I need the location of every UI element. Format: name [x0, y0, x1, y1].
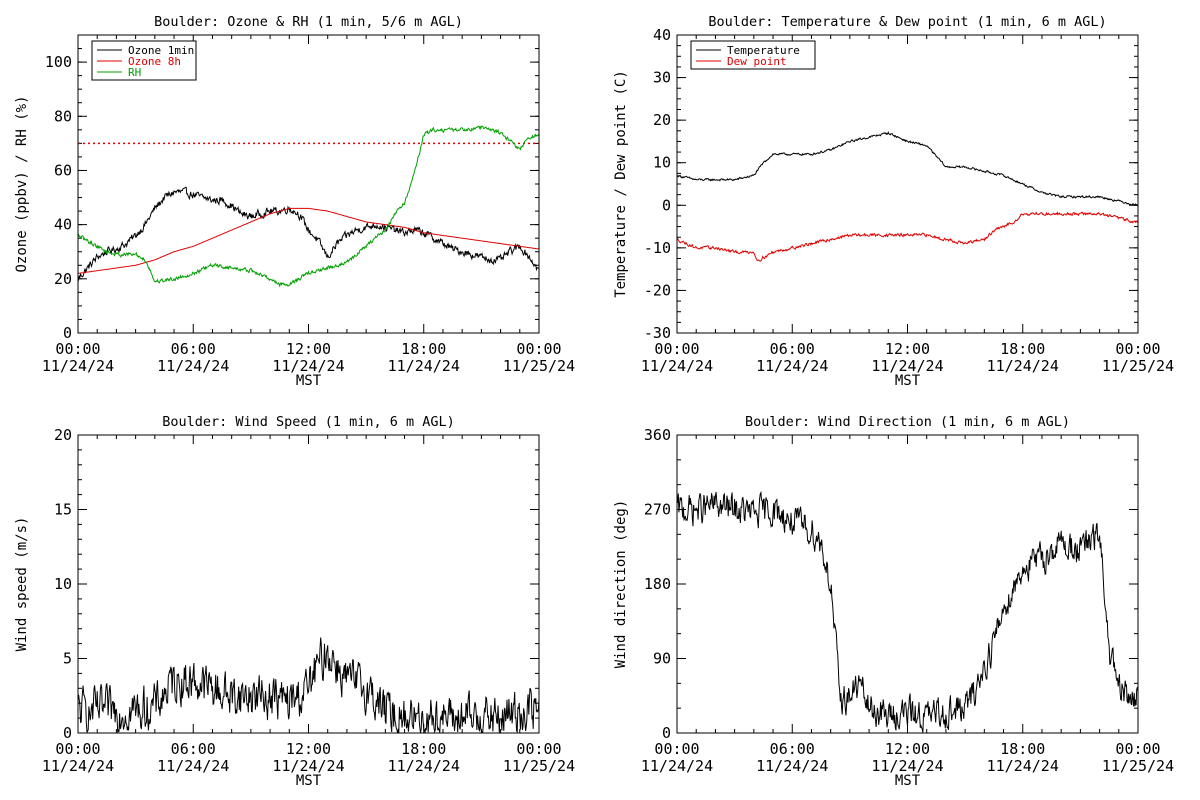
- x-tick-date-label: 11/24/24: [157, 757, 229, 775]
- x-tick-date-label: 11/24/24: [756, 357, 828, 375]
- y-tick-label: 360: [644, 426, 671, 444]
- x-tick-time-label: 06:00: [770, 340, 815, 358]
- y-tick-label: 20: [653, 111, 671, 129]
- x-tick-date-label: 11/25/24: [1102, 357, 1174, 375]
- x-tick-date-label: 11/24/24: [641, 357, 713, 375]
- x-tick-date-label: 11/24/24: [987, 757, 1059, 775]
- y-tick-label: 0: [63, 724, 72, 742]
- chart-title: Boulder: Temperature & Dew point (1 min,…: [708, 14, 1106, 30]
- legend-entry: RH: [128, 66, 141, 79]
- series-line-temperature: [677, 131, 1138, 207]
- y-axis-label: Wind speed (m/s): [14, 517, 30, 652]
- x-tick-date-label: 11/25/24: [503, 757, 575, 775]
- y-tick-label: -10: [644, 239, 671, 257]
- x-tick-date-label: 11/24/24: [42, 757, 114, 775]
- x-tick-time-label: 00:00: [1115, 740, 1160, 758]
- x-tick-time-label: 06:00: [770, 740, 815, 758]
- x-tick-time-label: 00:00: [654, 340, 699, 358]
- x-tick-date-label: 11/24/24: [42, 357, 114, 375]
- x-tick-date-label: 11/24/24: [871, 357, 943, 375]
- x-tick-time-label: 12:00: [885, 340, 930, 358]
- x-tick-date-label: 11/24/24: [871, 757, 943, 775]
- y-tick-label: 10: [54, 575, 72, 593]
- chart-title: Boulder: Ozone & RH (1 min, 5/6 m AGL): [154, 14, 463, 30]
- x-tick-time-label: 00:00: [516, 740, 561, 758]
- y-axis-label: Ozone (ppbv) / RH (%): [14, 95, 30, 272]
- x-tick-date-label: 11/24/24: [272, 757, 344, 775]
- x-tick-time-label: 12:00: [286, 340, 331, 358]
- chart-panel-2: Boulder: Temperature & Dew point (1 min,…: [613, 14, 1174, 389]
- legend-entry: Ozone 8h: [128, 55, 181, 68]
- x-tick-time-label: 00:00: [516, 340, 561, 358]
- x-axis-label: MST: [895, 773, 921, 789]
- series-line-dew-point: [677, 211, 1138, 262]
- y-tick-label: 40: [653, 26, 671, 44]
- plot-frame: [676, 434, 1139, 734]
- series-line-ozone-8h: [78, 207, 539, 274]
- y-tick-label: 0: [63, 324, 72, 342]
- y-axis-label: Temperature / Dew point (C): [613, 70, 629, 298]
- x-tick-time-label: 18:00: [401, 740, 446, 758]
- x-tick-date-label: 11/24/24: [388, 757, 460, 775]
- y-tick-label: 270: [644, 501, 671, 519]
- chart-title: Boulder: Wind Speed (1 min, 6 m AGL): [162, 414, 455, 430]
- x-axis-label: MST: [296, 373, 322, 389]
- x-tick-date-label: 11/24/24: [756, 757, 828, 775]
- x-tick-date-label: 11/24/24: [388, 357, 460, 375]
- y-tick-label: 10: [653, 154, 671, 172]
- y-tick-label: 15: [54, 501, 72, 519]
- series-line-ozone-1min: [78, 186, 539, 282]
- x-tick-time-label: 00:00: [55, 740, 100, 758]
- y-axis-label: Wind direction (deg): [613, 500, 629, 669]
- series-line-data: [677, 490, 1138, 733]
- x-tick-time-label: 00:00: [1115, 340, 1160, 358]
- x-axis-label: MST: [296, 773, 322, 789]
- x-tick-time-label: 00:00: [654, 740, 699, 758]
- plot-frame: [676, 34, 1139, 334]
- x-tick-date-label: 11/24/24: [157, 357, 229, 375]
- chart-panel-4: Boulder: Wind Direction (1 min, 6 m AGL)…: [613, 414, 1174, 789]
- x-tick-time-label: 00:00: [55, 340, 100, 358]
- legend-entry: Temperature: [727, 44, 800, 57]
- x-tick-time-label: 18:00: [1000, 740, 1045, 758]
- chart-title: Boulder: Wind Direction (1 min, 6 m AGL): [745, 414, 1070, 430]
- y-tick-label: 0: [662, 724, 671, 742]
- y-tick-label: 60: [54, 161, 72, 179]
- x-tick-time-label: 06:00: [171, 340, 216, 358]
- plot-frame: [77, 434, 540, 734]
- series-line-data: [78, 637, 539, 733]
- x-tick-time-label: 12:00: [885, 740, 930, 758]
- legend-box: [690, 40, 816, 70]
- legend-entry: Ozone 1min: [128, 44, 194, 57]
- x-tick-date-label: 11/25/24: [1102, 757, 1174, 775]
- chart-panel-3: Boulder: Wind Speed (1 min, 6 m AGL) Wind…: [14, 414, 575, 789]
- y-tick-label: 20: [54, 426, 72, 444]
- y-tick-label: 30: [653, 69, 671, 87]
- y-tick-label: -30: [644, 324, 671, 342]
- x-axis-label: MST: [895, 373, 921, 389]
- x-tick-date-label: 11/24/24: [641, 757, 713, 775]
- x-tick-date-label: 11/25/24: [503, 357, 575, 375]
- y-tick-label: 0: [662, 196, 671, 214]
- y-tick-label: 80: [54, 107, 72, 125]
- x-tick-date-label: 11/24/24: [272, 357, 344, 375]
- x-tick-time-label: 18:00: [401, 340, 446, 358]
- chart-panel-1: Boulder: Ozone & RH (1 min, 5/6 m AGL) Oz…: [14, 14, 575, 389]
- x-tick-date-label: 11/24/24: [987, 357, 1059, 375]
- y-tick-label: 40: [54, 216, 72, 234]
- plot-frame: [77, 34, 540, 334]
- x-tick-time-label: 06:00: [171, 740, 216, 758]
- series-line-rh: [78, 125, 539, 288]
- x-tick-time-label: 18:00: [1000, 340, 1045, 358]
- y-tick-label: -20: [644, 281, 671, 299]
- x-tick-time-label: 12:00: [286, 740, 331, 758]
- y-tick-label: 20: [54, 270, 72, 288]
- y-tick-label: 180: [644, 575, 671, 593]
- legend-entry: Dew point: [727, 55, 787, 68]
- y-tick-label: 5: [63, 650, 72, 668]
- y-tick-label: 100: [45, 53, 72, 71]
- y-tick-label: 90: [653, 650, 671, 668]
